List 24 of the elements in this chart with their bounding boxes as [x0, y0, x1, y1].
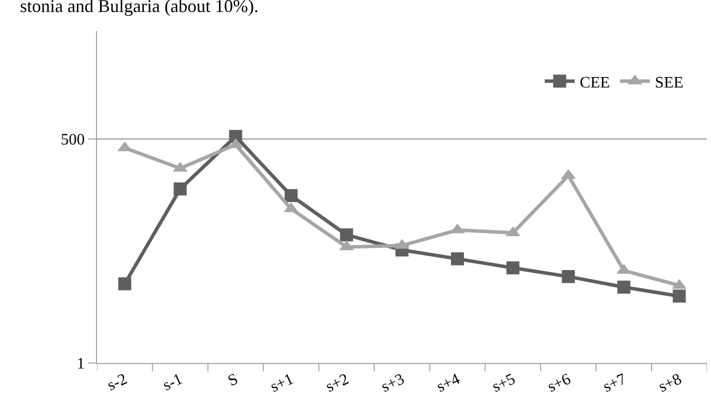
- legend-label: CEE: [580, 74, 610, 92]
- point: [672, 290, 686, 303]
- x-tick-label: s+7: [600, 370, 629, 396]
- x-tick-label: s+2: [323, 370, 352, 396]
- x-tick-label: s-1: [160, 370, 186, 394]
- point: [118, 277, 132, 290]
- point: [562, 270, 575, 284]
- x-tick-label: s+5: [490, 370, 518, 396]
- x-tick-label: s-2: [104, 370, 130, 394]
- point: [284, 189, 298, 202]
- point: [340, 228, 354, 242]
- y-tick-label: 1: [76, 356, 85, 373]
- x-tick-label: s+6: [545, 370, 574, 396]
- point: [450, 252, 464, 266]
- x-tick-label: s+3: [378, 370, 408, 396]
- legend-label: SEE: [654, 74, 684, 92]
- x-tick-label: s+4: [434, 370, 463, 396]
- point: [617, 280, 630, 294]
- x-tick-label: s+1: [268, 370, 296, 396]
- y-tick-label: 500: [60, 132, 85, 149]
- point: [506, 261, 520, 274]
- point: [174, 182, 187, 196]
- x-tick-label: s+8: [656, 370, 684, 396]
- x-tick-label: S: [225, 370, 241, 390]
